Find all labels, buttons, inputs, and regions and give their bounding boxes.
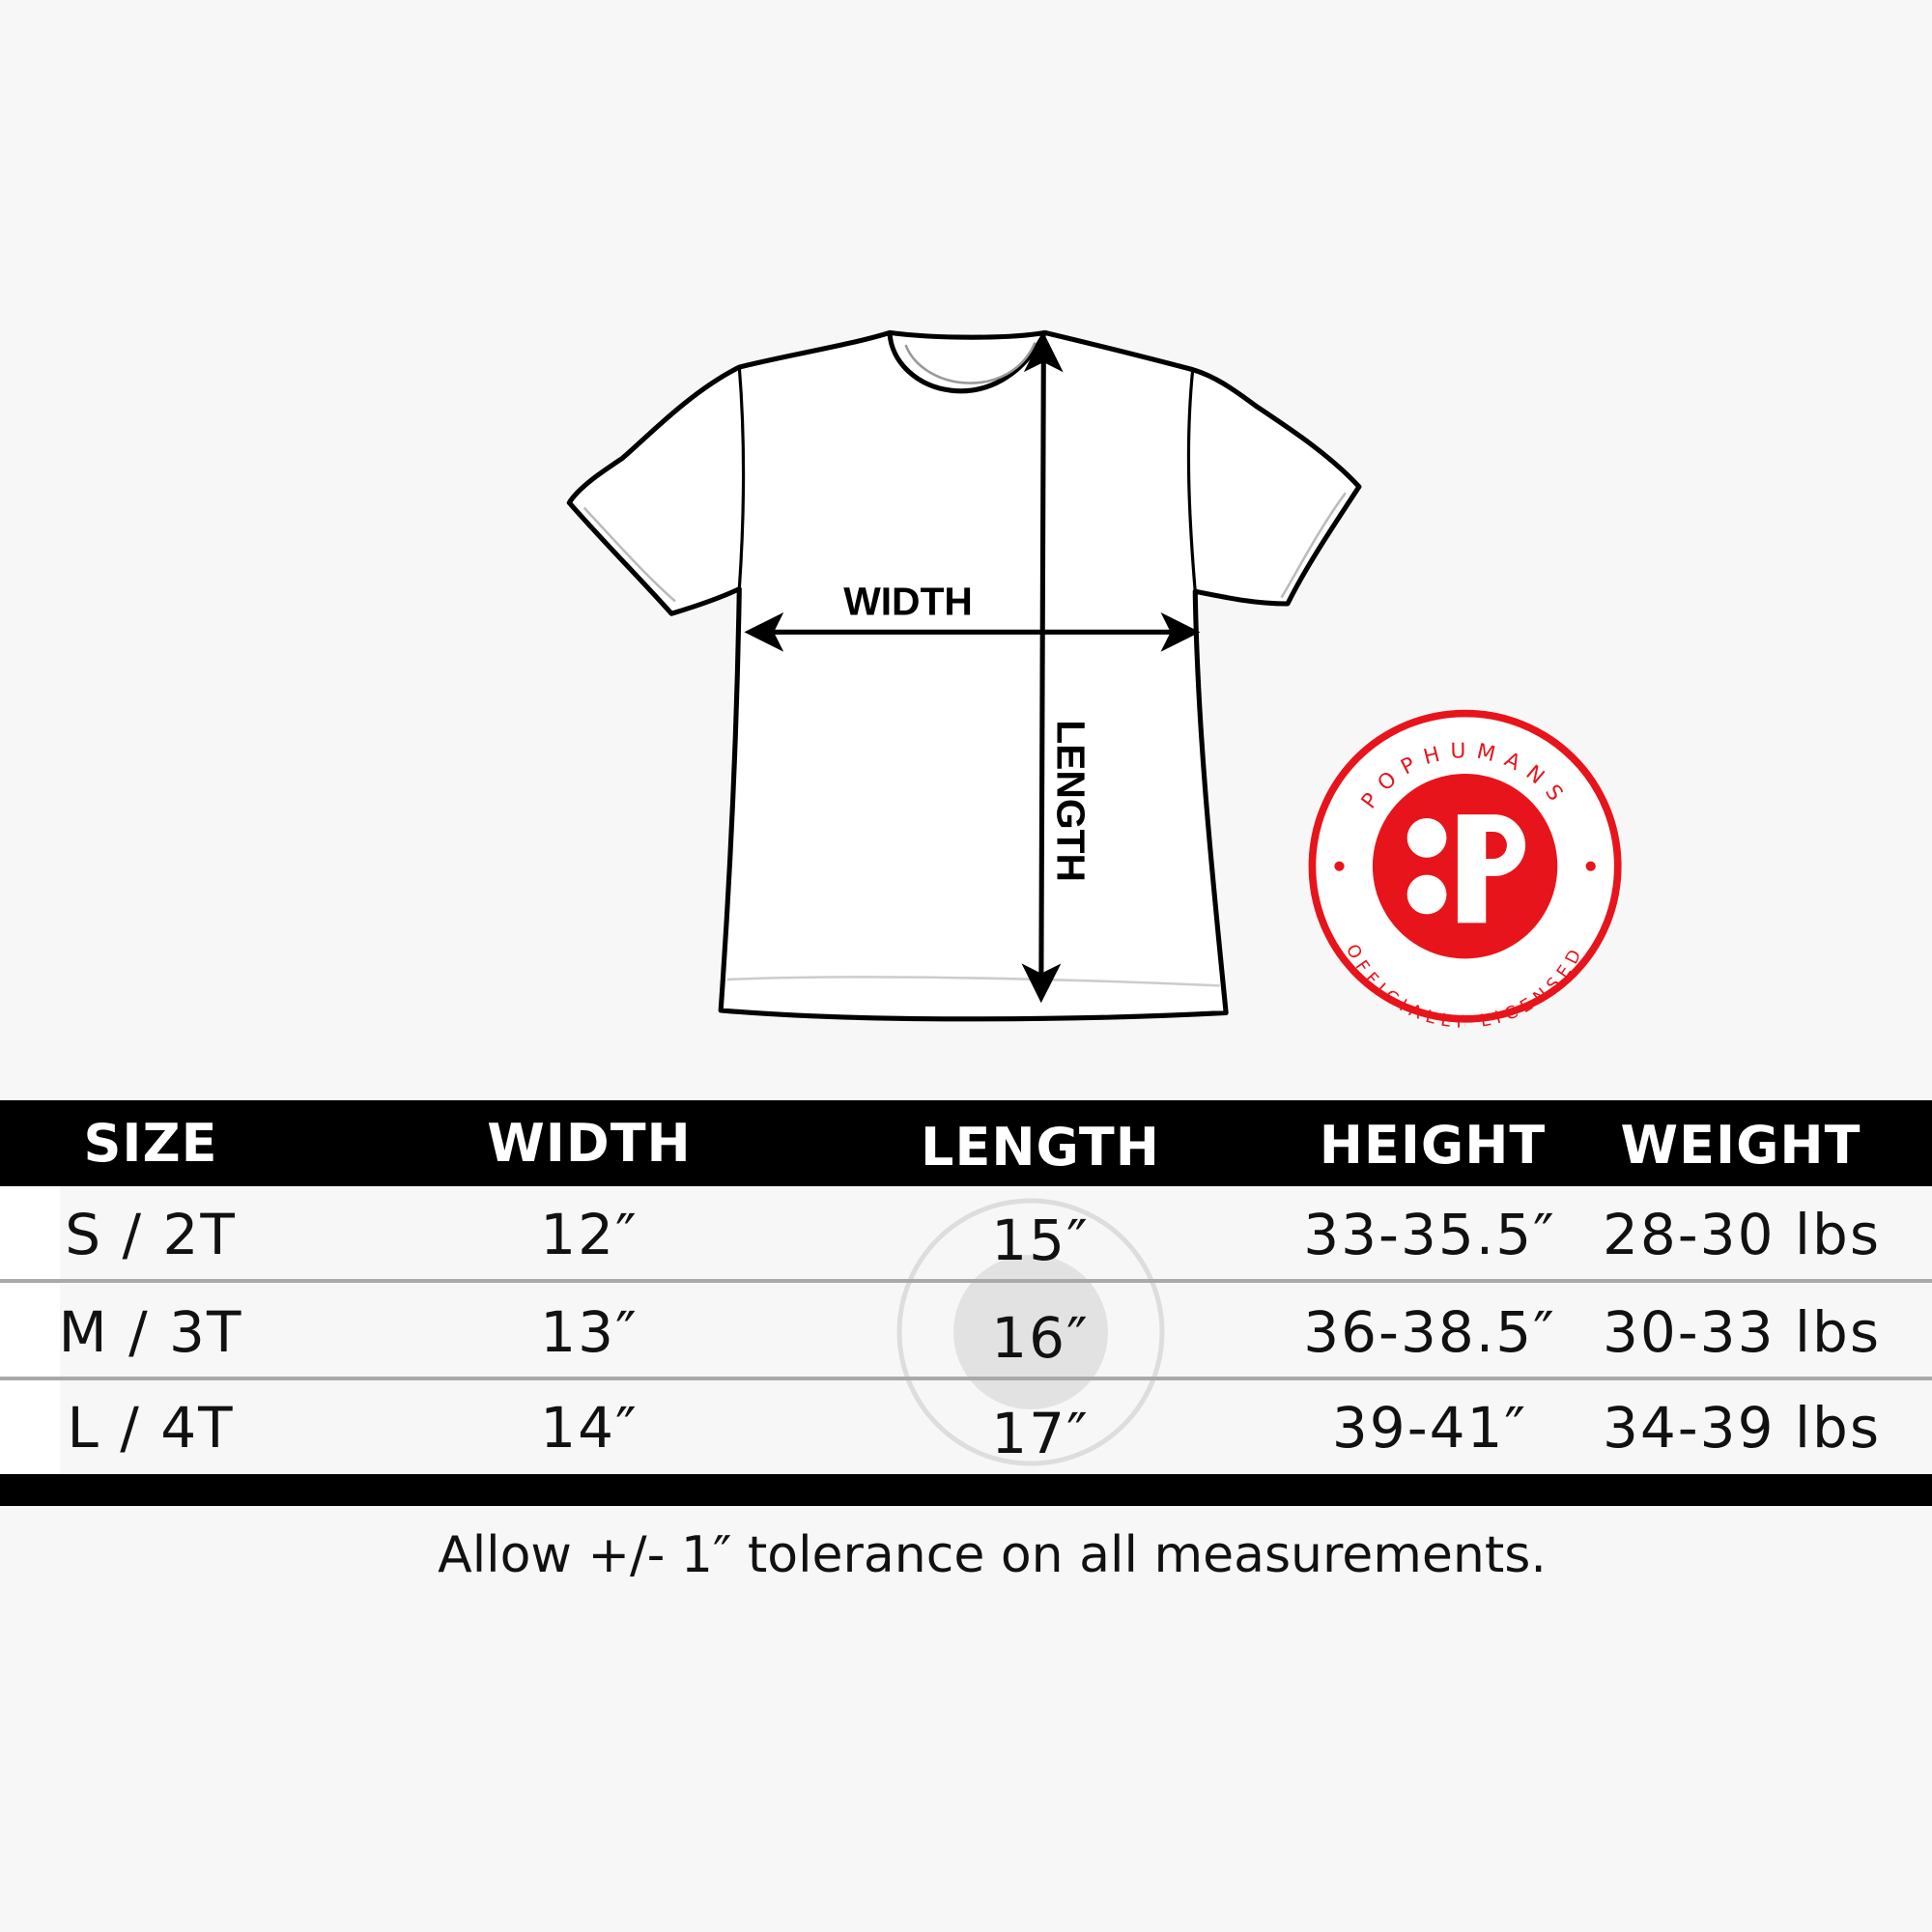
officially-licensed-badge: POPHUMANS OFFICIALLY LICENSED xyxy=(1308,709,1622,1033)
cell-weight: 28-30 lbs xyxy=(1602,1202,1882,1267)
cell-size: S / 2T xyxy=(65,1202,237,1267)
cell-length: 16″ xyxy=(991,1305,1090,1371)
cell-weight: 34-39 lbs xyxy=(1602,1394,1882,1461)
table-row: M / 3T 13″ 16″ 36-38.5″ 30-33 lbs xyxy=(0,1284,1932,1380)
header-width: WIDTH xyxy=(487,1113,692,1174)
watermark-logo xyxy=(896,1198,1165,1466)
cell-height: 36-38.5″ xyxy=(1303,1299,1556,1365)
table-bottom-bar xyxy=(0,1474,1932,1506)
cell-length: 17″ xyxy=(991,1400,1090,1466)
tolerance-note: Allow +/- 1″ tolerance on all measuremen… xyxy=(438,1526,1547,1584)
width-label: WIDTH xyxy=(843,579,973,623)
cell-size: M / 3T xyxy=(58,1299,243,1365)
cell-height: 39-41″ xyxy=(1331,1394,1528,1461)
header-size: SIZE xyxy=(83,1113,218,1174)
cell-size: L / 4T xyxy=(67,1394,235,1461)
table-header: SIZE WIDTH LENGTH HEIGHT WEIGHT xyxy=(0,1100,1932,1186)
cell-width: 14″ xyxy=(540,1394,639,1461)
length-arrow xyxy=(1021,332,1064,1004)
header-weight: WEIGHT xyxy=(1620,1115,1861,1176)
table-row: S / 2T 12″ 15″ 33-35.5″ 28-30 lbs xyxy=(0,1186,1932,1283)
header-height: HEIGHT xyxy=(1319,1115,1547,1176)
table-row: L / 4T 14″ 17″ 39-41″ 34-39 lbs xyxy=(0,1380,1932,1474)
tshirt-outline xyxy=(566,329,1362,1022)
cell-height: 33-35.5″ xyxy=(1303,1202,1556,1267)
length-label: LENGTH xyxy=(1048,720,1093,882)
cell-weight: 30-33 lbs xyxy=(1602,1299,1882,1365)
cell-width: 12″ xyxy=(540,1202,639,1267)
header-length: LENGTH xyxy=(921,1117,1160,1178)
cell-length: 15″ xyxy=(991,1208,1090,1273)
cell-width: 13″ xyxy=(540,1299,639,1365)
